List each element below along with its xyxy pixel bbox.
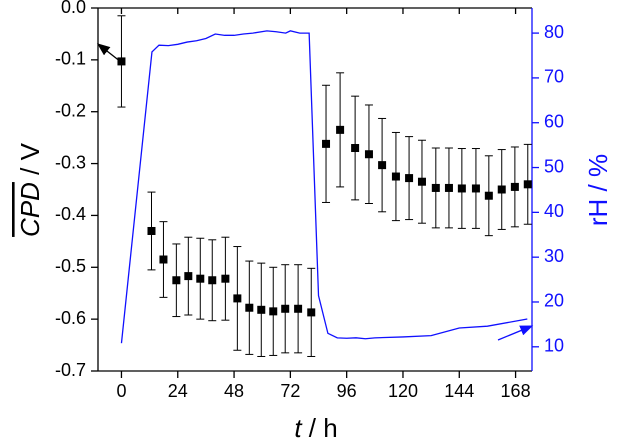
data-point — [391, 172, 400, 181]
y-label-symbol: CPD — [15, 182, 45, 237]
y-tick-label: 0.0 — [61, 0, 86, 17]
y2-tick-label: 30 — [544, 246, 564, 266]
data-point — [523, 180, 532, 189]
data-point — [378, 161, 387, 170]
data-point — [322, 139, 331, 148]
x-axis-label: t / h — [294, 413, 337, 443]
data-point — [281, 304, 290, 313]
y2-tick-label: 60 — [544, 111, 564, 131]
data-point — [431, 183, 440, 192]
data-point — [257, 305, 266, 314]
y2-tick-label: 10 — [544, 336, 564, 356]
arrow-left-axis — [96, 43, 122, 63]
data-point — [417, 177, 426, 186]
y-tick-label: -0.1 — [55, 49, 86, 69]
data-point — [471, 184, 480, 193]
rh-line — [120, 30, 528, 344]
data-point — [208, 276, 217, 285]
data-point — [184, 272, 193, 281]
x-tick-label: 168 — [501, 381, 531, 401]
y-tick-label: -0.2 — [55, 100, 86, 120]
data-point — [269, 307, 278, 316]
y2-tick-label: 40 — [544, 201, 564, 221]
data-point — [159, 255, 168, 264]
x-tick-label: 72 — [280, 381, 300, 401]
data-point — [457, 184, 466, 193]
x-tick-label: 24 — [168, 381, 188, 401]
y-tick-label: -0.4 — [55, 204, 86, 224]
x-label-symbol: t — [294, 413, 303, 443]
y-tick-label: -0.3 — [55, 152, 86, 172]
x-tick-label: 120 — [388, 381, 418, 401]
data-point — [117, 57, 126, 66]
data-point — [351, 144, 360, 153]
data-point — [221, 274, 230, 283]
data-point — [245, 303, 254, 312]
data-point — [147, 226, 156, 235]
x-tick-label: 0 — [116, 381, 126, 401]
data-point — [405, 174, 414, 183]
y2-tick-label: 70 — [544, 67, 564, 87]
data-point — [510, 182, 519, 191]
x-tick-label: 48 — [224, 381, 244, 401]
data-point — [233, 294, 242, 303]
x-tick-label: 144 — [444, 381, 474, 401]
x-label-unit: / h — [302, 413, 338, 443]
data-point — [294, 304, 303, 313]
x-tick-label: 96 — [337, 381, 357, 401]
data-point — [364, 150, 373, 159]
data-point — [196, 274, 205, 283]
y-tick-label: -0.7 — [55, 360, 86, 380]
y2-tick-label: 20 — [544, 291, 564, 311]
data-point — [172, 276, 181, 285]
y2-tick-label: 80 — [544, 22, 564, 42]
data-point — [444, 183, 453, 192]
data-point — [484, 191, 493, 200]
y2-axis-label: rH / % — [583, 154, 613, 226]
arrow-right-axis — [497, 325, 534, 341]
y-tick-label: -0.5 — [55, 256, 86, 276]
y-label-unit: / V — [15, 142, 45, 182]
data-point — [497, 185, 506, 194]
data-point — [307, 308, 316, 317]
y-tick-label: -0.6 — [55, 308, 86, 328]
data-point — [336, 125, 345, 134]
y2-tick-label: 50 — [544, 156, 564, 176]
y-axis-label: CPD / V — [15, 142, 45, 237]
